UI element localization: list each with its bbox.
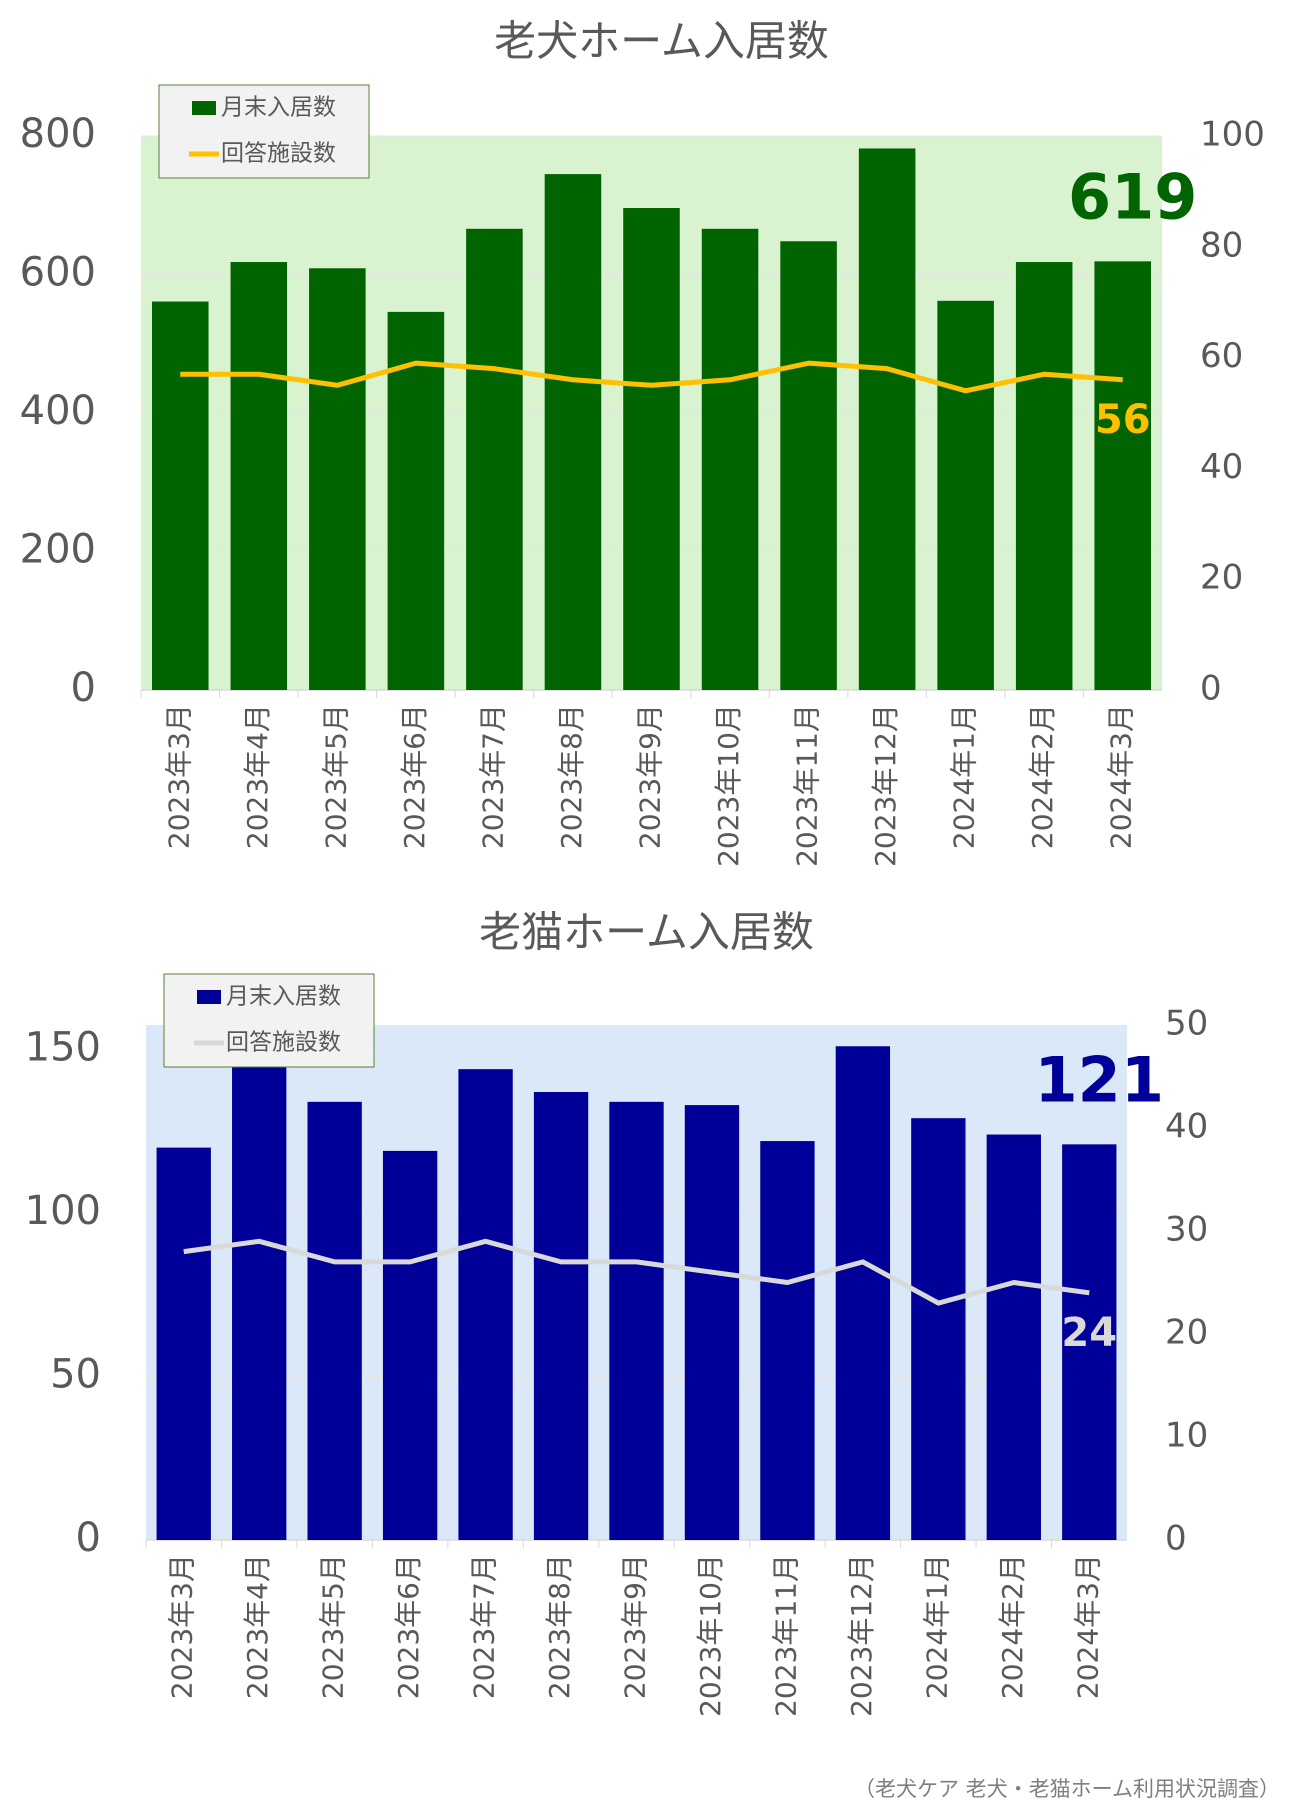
- chart-title: 老犬ホーム入居数: [494, 17, 829, 66]
- bar: [151, 301, 209, 690]
- line-series: [180, 360, 1123, 394]
- x-tick-label: 2023年4月: [241, 704, 274, 849]
- x-tick-label: 2024年2月: [1026, 704, 1059, 849]
- source-note: （老犬ケア 老犬・老猫ホーム利用状況調査）: [854, 1777, 1280, 1801]
- bar: [701, 228, 759, 691]
- x-tick-label: 2023年6月: [392, 1554, 425, 1699]
- line-series: [183, 1238, 1090, 1306]
- y2-tick-label: 50: [1165, 1004, 1208, 1044]
- bar: [858, 148, 916, 691]
- x-tick-label: 2023年9月: [619, 1554, 652, 1699]
- bar: [780, 241, 837, 690]
- bar: [156, 1147, 211, 1540]
- x-tick-label: 2023年8月: [543, 1554, 576, 1699]
- y-tick-label: 150: [25, 1025, 101, 1071]
- x-tick-label: 2023年9月: [634, 704, 667, 849]
- y2-tick-label: 10: [1165, 1416, 1208, 1456]
- x-tick-label: 2024年3月: [1071, 1554, 1104, 1699]
- y2-tick-label: 60: [1200, 336, 1243, 376]
- bar: [609, 1101, 664, 1540]
- x-tick-label: 2023年6月: [398, 704, 431, 849]
- value-label: 619: [1068, 160, 1197, 233]
- x-tick-label: 2023年12月: [845, 1554, 878, 1717]
- x-tick-label: 2024年2月: [996, 1554, 1029, 1699]
- bar: [1094, 261, 1152, 690]
- chart-title: 老猫ホーム入居数: [479, 908, 814, 957]
- y2-tick-label: 100: [1200, 115, 1265, 155]
- y-tick-label: 0: [71, 665, 96, 711]
- value-label: 24: [1061, 1310, 1117, 1356]
- x-tick-label: 2023年11月: [791, 704, 824, 867]
- y2-tick-label: 20: [1200, 558, 1243, 598]
- x-tick-label: 2023年10月: [694, 1554, 727, 1717]
- x-tick-label: 2023年5月: [319, 704, 352, 849]
- x-tick-label: 2023年3月: [162, 704, 195, 849]
- bar: [533, 1092, 589, 1540]
- x-tick-label: 2023年12月: [869, 704, 902, 867]
- x-tick-label: 2023年5月: [317, 1554, 350, 1699]
- legend-box: [158, 84, 370, 179]
- y2-tick-label: 0: [1200, 669, 1222, 709]
- x-tick-label: 2023年7月: [476, 704, 509, 849]
- bar: [760, 1141, 815, 1540]
- value-label: 56: [1095, 397, 1151, 443]
- x-tick-label: 2023年4月: [241, 1554, 274, 1699]
- y-tick-label: 600: [20, 250, 96, 296]
- bar: [387, 311, 445, 690]
- bar: [309, 268, 366, 690]
- bar: [544, 174, 602, 690]
- x-tick-label: 2023年3月: [166, 1554, 199, 1699]
- y-tick-label: 50: [50, 1352, 101, 1398]
- legend-label: 月末入居数: [221, 95, 336, 121]
- bar: [230, 262, 288, 690]
- y-tick-label: 800: [20, 111, 96, 157]
- legend-box: [163, 973, 375, 1068]
- bar: [458, 1069, 513, 1540]
- x-tick-label: 2023年10月: [712, 704, 745, 867]
- x-tick-label: 2023年8月: [555, 704, 588, 849]
- y2-tick-label: 80: [1200, 225, 1243, 265]
- bar: [937, 300, 994, 690]
- bar: [684, 1105, 740, 1540]
- value-label: 121: [1035, 1043, 1164, 1116]
- x-tick-label: 2023年11月: [769, 1554, 802, 1717]
- bar: [1062, 1144, 1117, 1540]
- bar: [1015, 262, 1073, 690]
- y-tick-label: 100: [25, 1188, 101, 1234]
- y2-tick-label: 30: [1165, 1210, 1208, 1250]
- bar: [623, 208, 680, 690]
- y2-tick-label: 20: [1165, 1313, 1208, 1353]
- bar: [466, 228, 523, 691]
- y-tick-label: 400: [20, 388, 96, 434]
- y2-tick-label: 0: [1165, 1519, 1187, 1559]
- bar: [835, 1046, 891, 1540]
- bar: [232, 1056, 287, 1540]
- legend-swatch: [192, 101, 216, 115]
- x-tick-label: 2024年1月: [948, 704, 981, 849]
- legend-swatch: [197, 990, 221, 1004]
- legend-label: 月末入居数: [226, 984, 341, 1010]
- legend-label: 回答施設数: [221, 141, 336, 167]
- legend-label: 回答施設数: [226, 1030, 341, 1056]
- y-tick-label: 0: [76, 1515, 101, 1561]
- x-tick-label: 2023年7月: [468, 1554, 501, 1699]
- bar: [911, 1118, 966, 1540]
- y2-tick-label: 40: [1165, 1107, 1208, 1147]
- y2-tick-label: 40: [1200, 447, 1243, 487]
- bar: [382, 1150, 438, 1540]
- y-tick-label: 200: [20, 527, 96, 573]
- bar: [986, 1134, 1041, 1540]
- bar: [307, 1101, 362, 1540]
- x-tick-label: 2024年3月: [1105, 704, 1138, 849]
- x-tick-label: 2024年1月: [920, 1554, 953, 1699]
